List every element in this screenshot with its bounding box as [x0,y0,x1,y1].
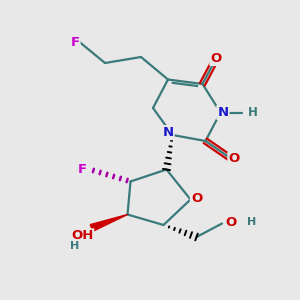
Text: H: H [248,217,257,227]
Text: N: N [217,106,229,119]
Text: O: O [210,52,222,65]
Text: H: H [248,106,257,119]
Text: O: O [225,215,237,229]
Text: O: O [228,152,240,166]
Text: F: F [70,35,80,49]
Text: OH: OH [71,229,94,242]
Polygon shape [90,214,128,231]
Text: H: H [70,241,80,251]
Text: N: N [162,126,174,139]
Text: F: F [78,163,87,176]
Text: O: O [191,191,202,205]
